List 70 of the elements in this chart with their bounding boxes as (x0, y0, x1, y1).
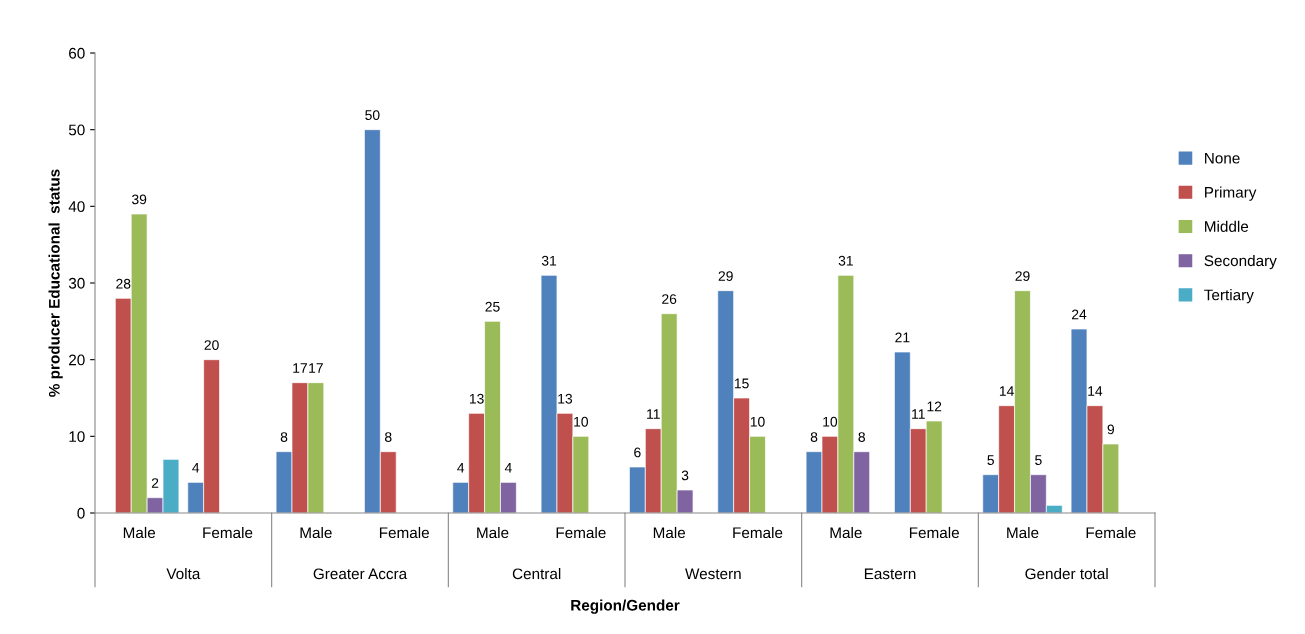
data-label: 3 (681, 470, 689, 481)
y-axis-title: % producer Educational status (48, 169, 63, 397)
data-label: 24 (1072, 309, 1087, 320)
text: Eastern (864, 568, 916, 580)
data-label: 8 (810, 432, 818, 442)
x-tick-label: Male (653, 526, 686, 539)
data-label: 11 (647, 409, 660, 419)
data-label: 17 (293, 363, 307, 373)
y-tick-label: 10 (69, 431, 85, 443)
data-label: 15 (734, 378, 749, 389)
data-label: 14 (999, 386, 1014, 396)
y-tick-label: 0 (77, 507, 85, 519)
data-label: 4 (504, 462, 512, 473)
x-tick-label: Female (1086, 526, 1136, 539)
data-label: 8 (280, 432, 288, 442)
data-label: 4 (457, 462, 465, 473)
data-label: 13 (469, 393, 484, 404)
legend-label: Primary (1205, 186, 1257, 201)
x-tick-label: Female (733, 526, 783, 539)
x-tick-label: Female (909, 526, 959, 539)
y-tick-label: 60 (69, 47, 85, 59)
y-tick-label: 40 (68, 201, 85, 213)
data-label: 14 (1088, 386, 1103, 396)
data-label: 31 (541, 255, 557, 266)
data-label: 10 (750, 416, 765, 427)
data-label: 11 (912, 409, 925, 419)
data-label: 10 (823, 416, 838, 427)
x-tick-label: Male (1007, 526, 1039, 539)
data-label: 5 (987, 455, 994, 465)
data-label: 29 (718, 271, 733, 281)
y-tick-label: 50 (68, 124, 85, 136)
x-tick-label: Male (300, 526, 332, 539)
text: Gender total (1025, 567, 1108, 580)
data-label: 17 (309, 363, 323, 373)
x-axis-title: Region/Gender (571, 599, 680, 614)
x-tick-label: Male (477, 526, 509, 539)
x-tick-label: Male (123, 526, 156, 539)
data-label: 25 (485, 301, 500, 312)
data-label: 29 (1015, 271, 1030, 281)
y-tick-label: 20 (69, 354, 85, 366)
data-label: 8 (858, 432, 865, 442)
data-label: 31 (838, 255, 853, 266)
data-label: 8 (385, 432, 392, 442)
data-label: 26 (662, 294, 677, 304)
data-label: 5 (1035, 455, 1042, 465)
data-label: 12 (927, 401, 942, 412)
x-tick-label: Male (830, 526, 862, 539)
text: Greater Accra (313, 568, 408, 580)
legend-label: Secondary (1204, 254, 1277, 270)
data-label: 50 (365, 110, 380, 120)
data-label: 9 (1107, 424, 1115, 435)
data-label: 20 (204, 340, 219, 350)
data-label: 6 (634, 447, 641, 458)
legend-label: Tertiary (1204, 289, 1254, 304)
legend-label: None (1205, 152, 1240, 164)
data-label: 10 (574, 416, 589, 427)
data-label: 21 (895, 332, 910, 343)
text: Western (685, 568, 741, 580)
y-tick-label: 30 (68, 277, 85, 289)
data-label: 13 (558, 393, 573, 404)
data-label: 4 (192, 462, 200, 473)
data-label: 39 (131, 194, 147, 205)
text: Volta (166, 567, 201, 580)
x-tick-label: Female (379, 526, 429, 539)
data-label: 2 (151, 478, 159, 488)
text: Central (512, 567, 561, 580)
x-tick-label: Female (203, 526, 253, 539)
legend-label: Middle (1205, 220, 1249, 232)
x-tick-label: Female (556, 526, 606, 539)
data-label: 28 (116, 278, 131, 289)
